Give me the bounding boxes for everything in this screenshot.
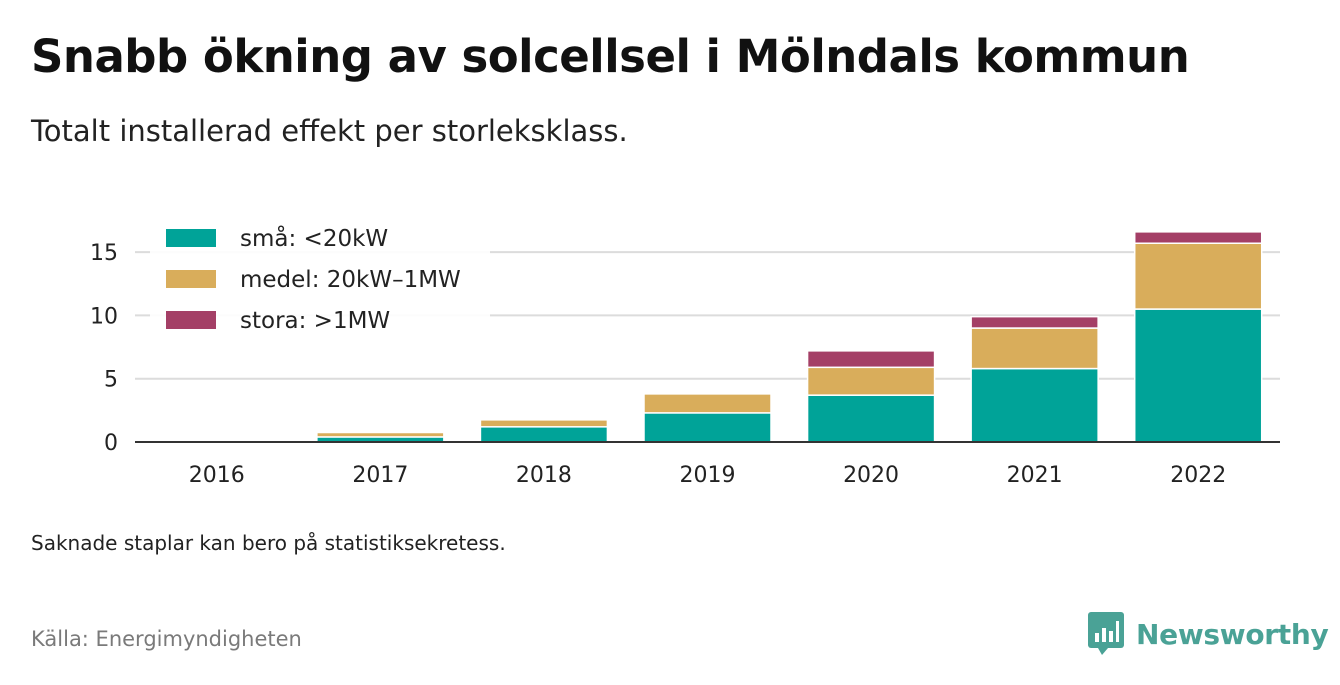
x-tick-label: 2018 [516, 463, 572, 488]
legend-swatch [166, 270, 216, 288]
source-note: Källa: Energimyndigheten [31, 627, 302, 651]
x-tick-label: 2019 [680, 463, 736, 488]
legend-label: små: <20kW [240, 224, 388, 252]
bar-segment [479, 419, 609, 428]
bar-segment [152, 439, 282, 442]
x-tick-label: 2021 [1007, 463, 1063, 488]
bar-segment [643, 412, 772, 443]
bar-segment [1133, 242, 1263, 310]
bar-segment [806, 394, 936, 443]
legend-swatch [166, 311, 216, 329]
x-tick-label: 2016 [189, 463, 245, 488]
bar-segment [806, 366, 936, 396]
bar-segment [806, 350, 936, 369]
bar-segment [970, 327, 1099, 370]
legend-label: stora: >1MW [240, 308, 390, 334]
chart-title: Snabb ökning av solcellsel i Mölndals ko… [31, 30, 1190, 83]
y-tick-label: 15 [90, 241, 118, 266]
footnote: Saknade staplar kan bero på statistiksek… [31, 531, 506, 555]
x-tick-label: 2017 [352, 463, 408, 488]
legend-label: medel: 20kW–1MW [240, 267, 461, 293]
bar-segment [1133, 231, 1263, 244]
brand-logo[interactable]: Newsworthy [1088, 612, 1329, 656]
chart-subtitle: Totalt installerad effekt per storlekskl… [31, 114, 628, 148]
bar-segment [1133, 308, 1263, 443]
newsworthy-logo-icon [1088, 612, 1124, 655]
y-tick-label: 5 [104, 368, 118, 393]
bar-segment [970, 315, 1099, 329]
bar-segment [479, 426, 609, 443]
stacked-bar-chart: 0 5 10 15 2016 2017 2018 2019 2020 2021 2022 små: <… [90, 222, 1280, 488]
bar-segment [316, 431, 445, 438]
brand-name: Newsworthy [1136, 617, 1329, 651]
bar-segment [970, 367, 1099, 443]
y-tick-label: 10 [90, 304, 118, 329]
x-tick-label: 2020 [843, 463, 899, 488]
legend-swatch [166, 229, 216, 247]
bar-segment [643, 393, 772, 414]
y-tick-label: 0 [104, 431, 118, 456]
x-tick-label: 2022 [1170, 463, 1226, 488]
